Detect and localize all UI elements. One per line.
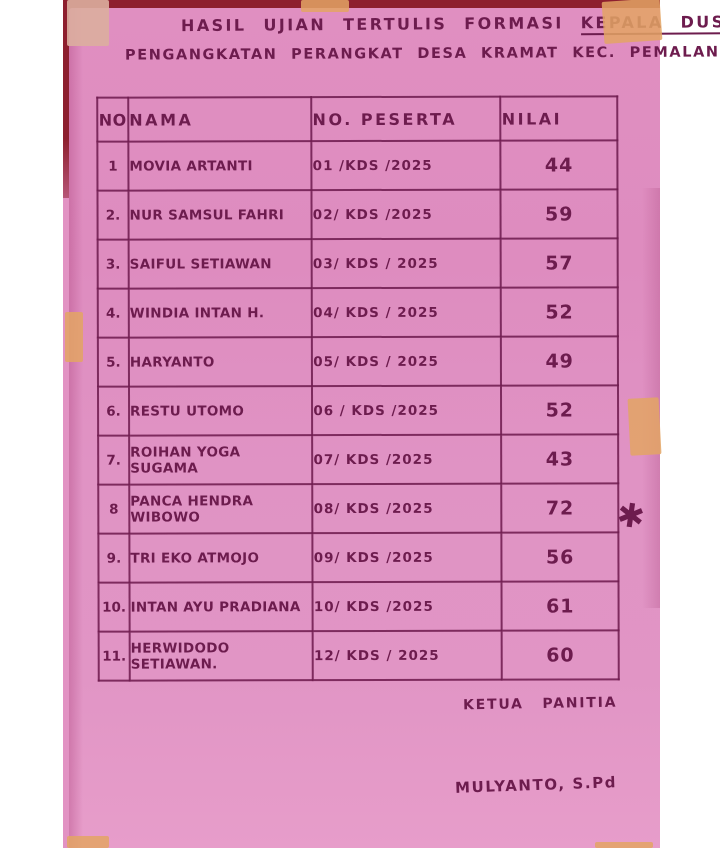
cell-nama: SAIFUL SETIAWAN: [128, 239, 312, 289]
cell-nama: ROIHAN YOGA SUGAMA: [129, 435, 313, 485]
cell-no: 8: [98, 484, 130, 534]
signature-name: MULYANTO, S.Pd: [454, 773, 618, 797]
document-subtitle: PENGANGKATAN PERANGKAT DESA KRAMAT KEC. …: [124, 44, 720, 64]
cell-peserta: 02/ KDS /2025: [311, 189, 502, 240]
table-row: 9. TRI EKO ATMOJO 09/ KDS /2025 56: [98, 532, 619, 583]
cell-nama: HARYANTO: [128, 337, 313, 387]
board-background-left: [63, 0, 70, 198]
cell-peserta: 06 / KDS /2025: [312, 385, 502, 436]
cell-no: 7.: [98, 435, 130, 485]
cell-peserta: 01 /KDS /2025: [311, 140, 501, 191]
table-row-highlighted: 8 PANCA HENDRA WIBOWO 08/ KDS /2025 72: [98, 483, 619, 534]
paper-sheet: HASIL UJIAN TERTULIS FORMASI KEPALA DUSU…: [69, 8, 720, 848]
table-header-row: NO NAMA NO. PESERTA NILAI: [97, 96, 618, 142]
cell-nama: WINDIA INTAN H.: [128, 288, 313, 338]
signature-role-label: KETUA PANITIA: [462, 694, 618, 714]
cell-nama: NUR SAMSUL FAHRI: [128, 190, 312, 240]
cell-peserta: 09/ KDS /2025: [312, 532, 502, 583]
cell-peserta: 12/ KDS / 2025: [312, 630, 503, 681]
cell-nama: HERWIDODO SETIAWAN.: [129, 631, 314, 681]
cell-nama: PANCA HENDRA WIBOWO: [129, 484, 313, 534]
title-main: HASIL UJIAN TERTULIS FORMASI: [180, 13, 564, 36]
cell-nilai: 43: [501, 434, 619, 484]
cell-no: 1: [97, 141, 129, 191]
cell-no: 4.: [97, 288, 129, 338]
header-peserta: NO. PESERTA: [311, 96, 501, 142]
cell-no: 6.: [97, 386, 130, 436]
header-nilai: NILAI: [500, 96, 618, 141]
table-row: 2. NUR SAMSUL FAHRI 02/ KDS /2025 59: [97, 189, 618, 240]
table-row: 4. WINDIA INTAN H. 04/ KDS / 2025 52: [97, 287, 618, 338]
table-row: 11. HERWIDODO SETIAWAN. 12/ KDS / 2025 6…: [98, 630, 619, 681]
cell-no: 10.: [98, 582, 130, 632]
tape-bottom-left: [67, 836, 109, 848]
tape-top-right: [601, 0, 663, 44]
asterisk-annotation-icon: ✱: [614, 494, 648, 537]
cell-nilai: 52: [501, 287, 618, 337]
tape-bottom-right: [595, 842, 653, 848]
table-row: 7. ROIHAN YOGA SUGAMA 07/ KDS /2025 43: [98, 434, 619, 485]
cell-peserta: 07/ KDS /2025: [312, 434, 502, 485]
cell-no: 5.: [97, 337, 129, 387]
cell-nilai: 52: [501, 385, 619, 435]
cell-nilai: 59: [500, 189, 618, 239]
table-row: 3. SAIFUL SETIAWAN 03/ KDS / 2025 57: [97, 238, 618, 289]
tape-left-middle: [65, 312, 83, 362]
table-row: 1 MOVIA ARTANTI 01 /KDS /2025 44: [97, 140, 618, 191]
tape-top-left: [67, 0, 109, 46]
tape-top-center: [301, 0, 349, 12]
cell-no: 9.: [98, 533, 130, 583]
cell-nama: MOVIA ARTANTI: [128, 141, 312, 191]
header-nama: NAMA: [128, 97, 312, 142]
cell-peserta: 04/ KDS / 2025: [311, 287, 502, 338]
header-no: NO: [97, 97, 129, 142]
cell-nilai: 72: [501, 483, 619, 533]
cell-peserta: 08/ KDS /2025: [312, 483, 502, 534]
cell-no: 3.: [97, 239, 129, 289]
table-row: 10. INTAN AYU PRADIANA 10/ KDS /2025 61: [98, 581, 619, 632]
cell-nama: RESTU UTOMO: [128, 386, 313, 436]
cell-no: 2.: [97, 190, 129, 240]
board-background-top: [63, 0, 660, 9]
cell-nama: INTAN AYU PRADIANA: [129, 582, 313, 632]
table-row: 5. HARYANTO 05/ KDS / 2025 49: [97, 336, 618, 387]
cell-nilai: 56: [501, 532, 619, 582]
cell-peserta: 10/ KDS /2025: [312, 581, 503, 632]
cell-nilai: 61: [501, 581, 619, 631]
cell-peserta: 05/ KDS / 2025: [312, 336, 502, 387]
cell-nilai: 57: [501, 238, 618, 288]
cell-nama: TRI EKO ATMOJO: [129, 533, 313, 583]
results-table: NO NAMA NO. PESERTA NILAI 1 MOVIA ARTANT…: [96, 95, 620, 681]
cell-nilai: 44: [500, 140, 618, 190]
photo-of-document: HASIL UJIAN TERTULIS FORMASI KEPALA DUSU…: [63, 0, 720, 848]
cell-peserta: 03/ KDS / 2025: [311, 238, 502, 289]
cell-nilai: 60: [502, 630, 619, 680]
cell-nilai: 49: [501, 336, 618, 386]
cell-no: 11.: [98, 631, 130, 681]
tape-right-middle: [627, 397, 662, 456]
table-row: 6. RESTU UTOMO 06 / KDS /2025 52: [97, 385, 619, 436]
